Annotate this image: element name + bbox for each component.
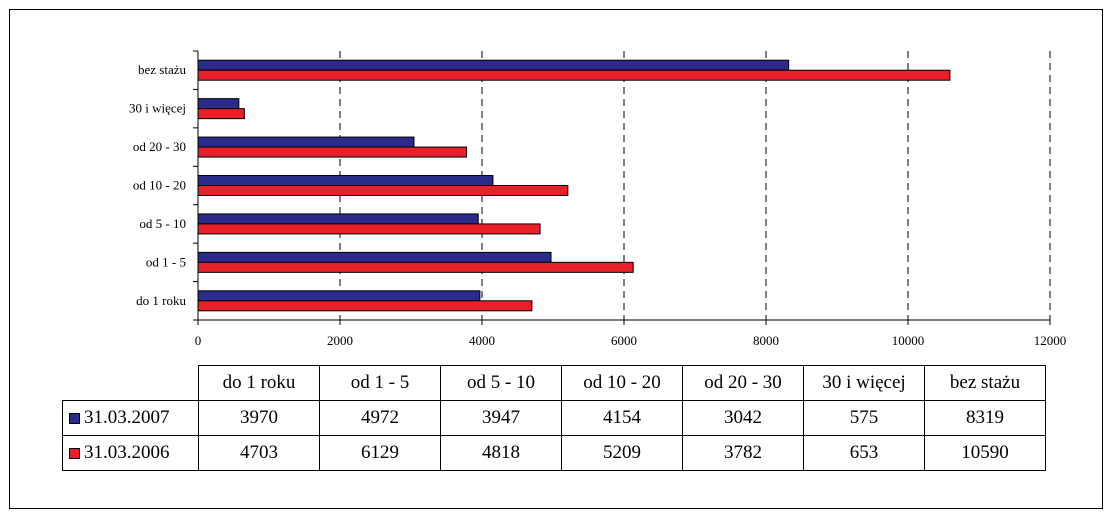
x-tick-labels: 0 2000 4000 6000 8000 10000 12000 — [195, 333, 1067, 348]
table-header-cell: do 1 roku — [198, 365, 320, 401]
y-tick-label: do 1 roku — [136, 293, 186, 308]
table-header-cell: bez stażu — [924, 365, 1046, 401]
y-tick-label: 30 i więcej — [129, 101, 186, 116]
table-header-cell: od 10 - 20 — [561, 365, 683, 401]
table-cell: 5209 — [561, 435, 683, 471]
bar — [197, 223, 541, 235]
y-tick-label: bez stażu — [138, 62, 187, 77]
y-tick-label: od 1 - 5 — [146, 254, 186, 269]
table-header-cell: od 20 - 30 — [682, 365, 804, 401]
bar — [197, 98, 240, 110]
y-tick-label: od 20 - 30 — [133, 139, 186, 154]
table-cell: 3970 — [198, 400, 320, 436]
legend-key: 31.03.2007 — [62, 400, 199, 436]
y-tick-labels: do 1 roku od 1 - 5 od 5 - 10 od 10 - 20 od 2… — [129, 62, 187, 308]
bar — [197, 69, 951, 81]
table-corner — [63, 366, 199, 401]
y-tick-label: od 10 - 20 — [133, 178, 186, 193]
table-header-cell: 30 i więcej — [803, 365, 925, 401]
x-tick-label: 10000 — [892, 333, 925, 348]
bar — [197, 108, 245, 120]
bar — [197, 300, 533, 312]
table-cell: 3042 — [682, 400, 804, 436]
x-tick-label: 6000 — [611, 333, 637, 348]
table-cell: 4818 — [440, 435, 562, 471]
table-row: 31.03.2006 4703 6129 4818 5209 3782 653 10590 — [62, 435, 1046, 471]
table-header-row: do 1 roku od 1 - 5 od 5 - 10 od 10 - 20 od 2… — [63, 365, 1046, 401]
table-header-cell: od 5 - 10 — [440, 365, 562, 401]
legend-key: 31.03.2006 — [62, 435, 199, 471]
legend-label: 31.03.2007 — [84, 407, 170, 428]
bar-chart: do 1 roku od 1 - 5 od 5 - 10 od 10 - 20 od 2… — [129, 50, 1067, 348]
table-header-cell: od 1 - 5 — [319, 365, 441, 401]
table-cell: 3782 — [682, 435, 804, 471]
x-tick-label: 8000 — [753, 333, 779, 348]
data-table: do 1 roku od 1 - 5 od 5 - 10 od 10 - 20 od 2… — [62, 365, 1046, 471]
table-cell: 8319 — [924, 400, 1046, 436]
table-cell: 653 — [803, 435, 925, 471]
x-tick-label: 2000 — [327, 333, 353, 348]
bar — [197, 146, 468, 158]
bar — [197, 136, 415, 148]
table-row: 31.03.2007 3970 4972 3947 4154 3042 575 8319 — [62, 400, 1046, 436]
table-cell: 4154 — [561, 400, 683, 436]
bar — [197, 59, 790, 71]
x-tick-label: 12000 — [1034, 333, 1067, 348]
bar — [197, 290, 481, 302]
table-cell: 4703 — [198, 435, 320, 471]
table-cell: 4972 — [319, 400, 441, 436]
table-body: 31.03.2007 3970 4972 3947 4154 3042 575 8319 31.… — [62, 400, 1046, 471]
legend-swatch — [69, 448, 80, 459]
table-cell: 6129 — [319, 435, 441, 471]
legend-swatch — [69, 413, 80, 424]
bar — [197, 213, 479, 225]
bar — [197, 175, 494, 186]
chart-frame — [9, 9, 1103, 509]
bar — [197, 251, 552, 263]
table-cell: 10590 — [924, 435, 1046, 471]
bar — [197, 261, 634, 273]
axes — [193, 50, 1051, 325]
x-tick-label: 0 — [195, 333, 202, 348]
legend-label: 31.03.2006 — [84, 442, 170, 463]
bar — [197, 185, 569, 196]
table-cell: 3947 — [440, 400, 562, 436]
x-tick-label: 4000 — [469, 333, 495, 348]
table-cell: 575 — [803, 400, 925, 436]
bars — [197, 59, 951, 312]
y-tick-label: od 5 - 10 — [139, 216, 186, 231]
